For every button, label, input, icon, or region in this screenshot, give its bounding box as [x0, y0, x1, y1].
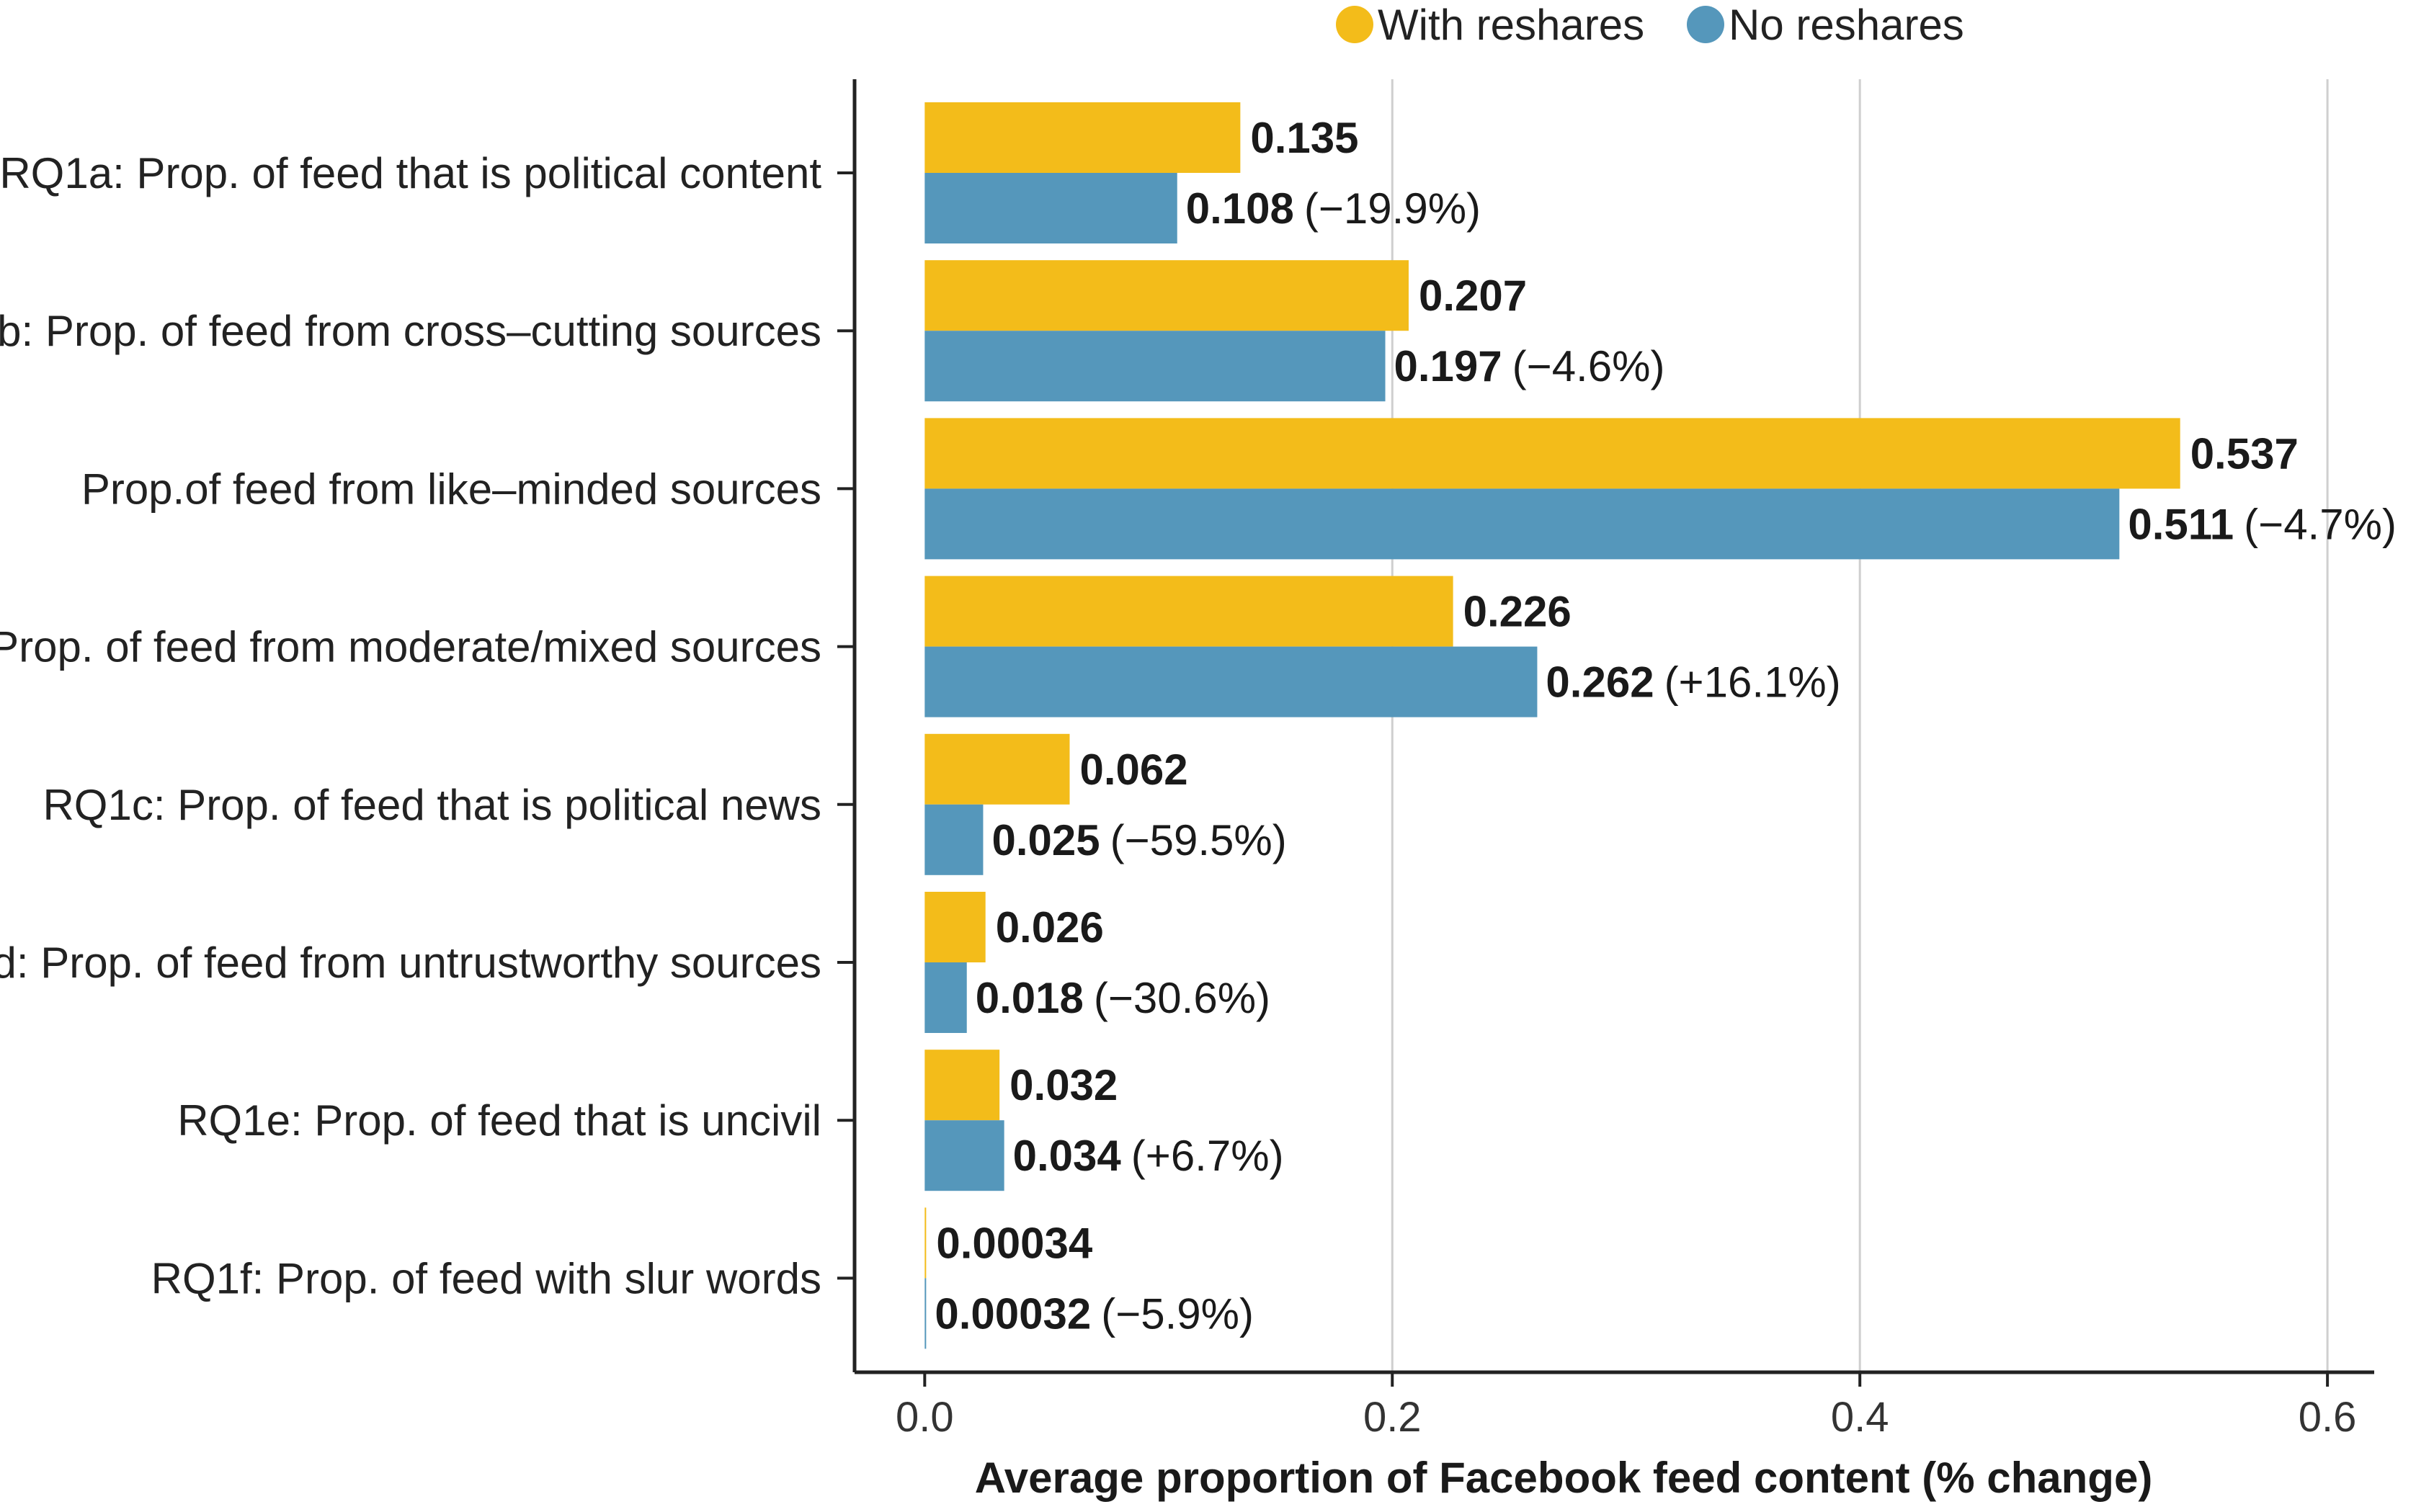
- bar-no-reshares: [924, 646, 1538, 717]
- percent-change-text: (+16.1%): [1664, 658, 1841, 707]
- data-label-with-reshares: 0.062: [1080, 746, 1188, 794]
- legend-label-with-reshares: With reshares: [1378, 1, 1644, 49]
- bar-no-reshares: [924, 1120, 1004, 1191]
- x-tick-label: 0.0: [896, 1394, 954, 1441]
- legend-swatch-no-reshares: [1687, 6, 1724, 43]
- percent-change-text: (−4.6%): [1512, 342, 1665, 390]
- legend: With reshares No reshares: [1336, 1, 1964, 49]
- bar-no-reshares: [924, 331, 1386, 402]
- data-label-with-reshares: 0.207: [1419, 272, 1527, 320]
- category-label: RQ1d: Prop. of feed from untrustworthy s…: [0, 939, 821, 987]
- data-label-no-reshares: 0.018 (−30.6%): [976, 974, 1270, 1022]
- category-labels: RQ1a: Prop. of feed that is political co…: [0, 149, 855, 1302]
- data-label-no-reshares: 0.025 (−59.5%): [991, 816, 1286, 864]
- bar-with-reshares: [924, 576, 1453, 647]
- data-label-with-reshares: 0.032: [1009, 1061, 1118, 1109]
- x-tick-label: 0.6: [2299, 1394, 2357, 1441]
- value-text: 0.00032: [935, 1289, 1091, 1338]
- value-text: 0.108: [1186, 184, 1294, 233]
- percent-change-text: (−4.7%): [2244, 500, 2397, 548]
- data-label-no-reshares: 0.108 (−19.9%): [1186, 184, 1481, 233]
- category-label: RQ1b: Prop. of feed from cross–cutting s…: [0, 307, 821, 355]
- category-label: RQ1e: Prop. of feed that is uncivil: [177, 1096, 821, 1145]
- data-label-no-reshares: 0.034 (+6.7%): [1013, 1132, 1284, 1180]
- data-label-with-reshares: 0.226: [1463, 588, 1572, 636]
- percent-change-text: (−5.9%): [1101, 1289, 1254, 1338]
- category-label: RQ1c: Prop. of feed that is political ne…: [43, 781, 821, 829]
- bar-with-reshares: [924, 892, 986, 962]
- category-label: Prop.of feed from like–minded sources: [81, 465, 821, 513]
- axes: [852, 79, 2374, 1374]
- category-label: RQ1a: Prop. of feed that is political co…: [0, 149, 821, 197]
- category-label: RQ1f: Prop. of feed with slur words: [151, 1254, 821, 1302]
- legend-swatch-with-reshares: [1336, 6, 1373, 43]
- value-text: 0.262: [1546, 658, 1654, 707]
- bar-no-reshares: [924, 1278, 927, 1349]
- data-label-with-reshares: 0.026: [996, 903, 1104, 952]
- value-text: 0.511: [2128, 500, 2234, 548]
- bar-no-reshares: [924, 488, 2120, 560]
- bar-with-reshares: [924, 260, 1409, 331]
- x-tick-label: 0.4: [1831, 1394, 1889, 1441]
- data-label-no-reshares: 0.511 (−4.7%): [2128, 500, 2397, 548]
- category-label: Prop. of feed from moderate/mixed source…: [0, 623, 821, 671]
- bar-no-reshares: [924, 962, 967, 1033]
- data-label-with-reshares: 0.537: [2190, 429, 2299, 478]
- value-text: 0.018: [976, 974, 1084, 1022]
- bar-with-reshares: [924, 102, 1241, 173]
- bar-with-reshares: [924, 1050, 1000, 1121]
- legend-label-no-reshares: No reshares: [1729, 1, 1964, 49]
- x-tick-label: 0.2: [1363, 1394, 1422, 1441]
- x-axis-title: Average proportion of Facebook feed cont…: [975, 1454, 2153, 1502]
- percent-change-text: (+6.7%): [1131, 1132, 1284, 1180]
- data-label-no-reshares: 0.262 (+16.1%): [1546, 658, 1840, 707]
- value-text: 0.025: [991, 816, 1100, 864]
- gridlines: [1391, 79, 2329, 1372]
- percent-change-text: (−59.5%): [1110, 816, 1287, 864]
- percent-change-text: (−30.6%): [1094, 974, 1270, 1022]
- data-label-with-reshares: 0.135: [1250, 114, 1358, 162]
- x-ticks: 0.0 0.2 0.4 0.6: [896, 1372, 2356, 1441]
- bar-with-reshares: [924, 418, 2180, 489]
- data-label-no-reshares: 0.00032 (−5.9%): [935, 1289, 1254, 1338]
- bar-with-reshares: [924, 1207, 927, 1279]
- value-text: 0.034: [1013, 1132, 1122, 1180]
- bar-no-reshares: [924, 804, 984, 875]
- data-label-no-reshares: 0.197 (−4.6%): [1394, 342, 1665, 390]
- bar-no-reshares: [924, 173, 1177, 243]
- bars: [924, 102, 2180, 1349]
- value-labels: 0.135 0.108 (−19.9%) 0.207 0.197 (−4.6%) 0.537…: [935, 114, 2397, 1338]
- value-text: 0.197: [1394, 342, 1502, 390]
- percent-change-text: (−19.9%): [1304, 184, 1481, 233]
- bar-with-reshares: [924, 733, 1070, 805]
- data-label-with-reshares: 0.00034: [936, 1219, 1093, 1267]
